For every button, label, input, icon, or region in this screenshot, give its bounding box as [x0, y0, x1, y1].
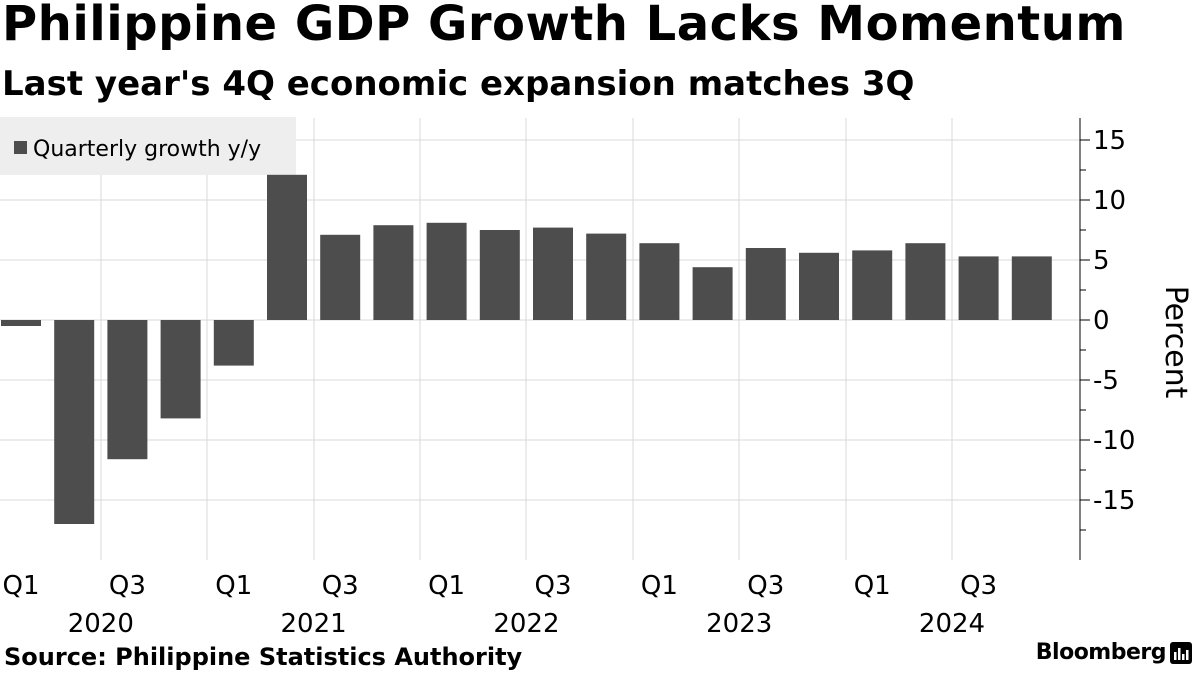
x-tick-label: Q1 — [428, 571, 465, 601]
source-note: Source: Philippine Statistics Authority — [4, 643, 523, 671]
bar-2022-q3 — [533, 227, 573, 320]
x-tick-label: Q1 — [2, 571, 39, 601]
bar-2020-q3 — [107, 320, 148, 460]
bar-2021-q3 — [320, 234, 361, 320]
y-tick-label: 15 — [1093, 126, 1126, 156]
x-tick-label: Q3 — [960, 571, 997, 601]
x-tick-label: Q1 — [215, 571, 252, 601]
y-tick-label: 0 — [1093, 306, 1110, 336]
chart-title: Philippine GDP Growth Lacks Momentum — [2, 0, 1126, 52]
x-tick-label: Q3 — [747, 571, 784, 601]
bar-2023-q3 — [745, 248, 786, 320]
bar-2024-q2 — [905, 243, 946, 320]
bar-2021-q2 — [267, 174, 307, 320]
x-tick-label: Q3 — [109, 571, 146, 601]
y-tick-label: -15 — [1093, 486, 1135, 516]
bar-2022-q1 — [426, 222, 467, 320]
x-year-label: 2024 — [919, 609, 985, 639]
bar-2021-q4 — [373, 225, 414, 320]
y-tick-label: 5 — [1093, 246, 1110, 276]
bar-2023-q1 — [639, 243, 680, 320]
x-tick-label: Q1 — [854, 571, 891, 601]
x-tick-label: Q3 — [534, 571, 571, 601]
legend-label: Quarterly growth y/y — [33, 137, 261, 162]
y-tick-label: -5 — [1093, 366, 1119, 396]
x-year-label: 2021 — [281, 609, 347, 639]
bar-2022-q2 — [479, 230, 520, 320]
x-tick-label: Q3 — [322, 571, 359, 601]
bar-2020-q4 — [160, 320, 201, 419]
brand-name: Bloomberg — [1035, 640, 1167, 665]
legend-swatch — [14, 141, 27, 154]
bloomberg-logo-icon — [1170, 641, 1192, 664]
bar-2024-q3 — [958, 256, 999, 320]
y-tick-label: 10 — [1093, 186, 1126, 216]
bar-2024-q4 — [1011, 256, 1052, 320]
bar-2023-q4 — [799, 252, 839, 320]
x-year-label: 2023 — [706, 609, 772, 639]
y-axis-label: Percent — [1158, 286, 1193, 399]
y-tick-label: -10 — [1093, 426, 1135, 456]
chart-subtitle: Last year's 4Q economic expansion matche… — [2, 64, 915, 104]
bar-2023-q2 — [692, 267, 733, 320]
x-year-label: 2022 — [493, 609, 559, 639]
legend-box — [0, 117, 296, 175]
bar-2020-q1 — [1, 320, 41, 326]
bar-2024-q1 — [852, 250, 893, 320]
bar-2022-q4 — [586, 233, 627, 320]
x-year-label: 2020 — [68, 609, 134, 639]
brand: Bloomberg — [1036, 640, 1192, 665]
x-tick-label: Q1 — [641, 571, 678, 601]
bar-2020-q2 — [54, 320, 95, 524]
bar-2021-q1 — [213, 320, 254, 366]
